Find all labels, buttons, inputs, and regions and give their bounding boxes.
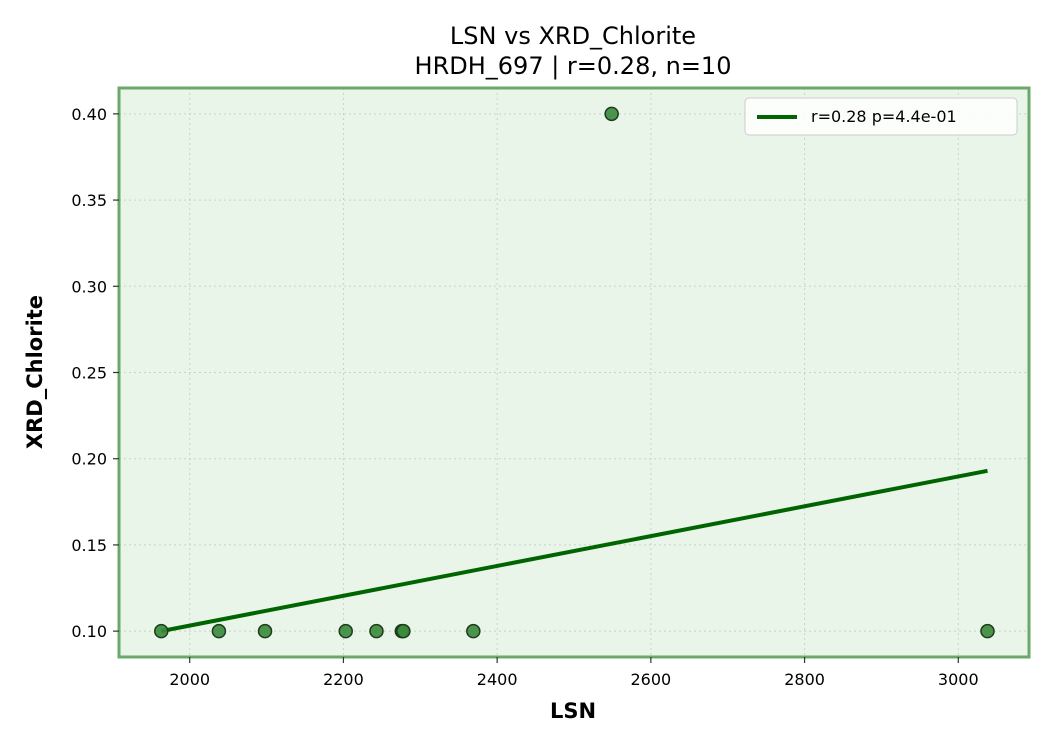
data-point [466, 623, 481, 639]
data-point [211, 623, 227, 639]
x-tick-label: 2800 [784, 670, 825, 689]
data-point [338, 623, 353, 639]
fit-line-group [160, 468, 988, 634]
y-tick-label: 0.30 [71, 277, 107, 296]
fit-line [160, 468, 988, 634]
y-tick-label: 0.40 [71, 105, 107, 124]
x-tick-label: 2600 [630, 670, 671, 689]
legend-label: r=0.28 p=4.4e-01 [811, 107, 957, 126]
x-axis-label: LSN [550, 699, 596, 723]
data-point [396, 623, 411, 639]
y-tick-label: 0.25 [71, 364, 107, 383]
y-tick-label: 0.35 [71, 191, 107, 210]
data-point [369, 623, 384, 639]
legend: r=0.28 p=4.4e-01 [744, 97, 1018, 136]
y-tick-label: 0.10 [71, 622, 107, 641]
y-axis-ticks: 0.10 0.15 0.20 0.25 0.30 0.35 0.40 [71, 105, 119, 641]
x-axis-ticks: 2000 2200 2400 2600 2800 3000 [169, 657, 979, 689]
chart-subtitle: HRDH_697 | r=0.28, n=10 [415, 52, 732, 80]
data-point [980, 623, 995, 639]
chart-title: LSN vs XRD_Chlorite [450, 22, 696, 50]
x-tick-label: 2000 [169, 670, 210, 689]
y-tick-label: 0.20 [71, 450, 107, 469]
data-point [154, 623, 169, 639]
data-point [604, 106, 619, 122]
y-axis-label: XRD_Chlorite [23, 295, 47, 449]
x-tick-label: 3000 [938, 670, 979, 689]
y-tick-label: 0.15 [71, 536, 107, 555]
data-point [257, 623, 273, 639]
data-points [154, 106, 995, 639]
x-tick-label: 2400 [477, 670, 518, 689]
legend-box [744, 97, 1018, 136]
x-tick-label: 2200 [323, 670, 364, 689]
